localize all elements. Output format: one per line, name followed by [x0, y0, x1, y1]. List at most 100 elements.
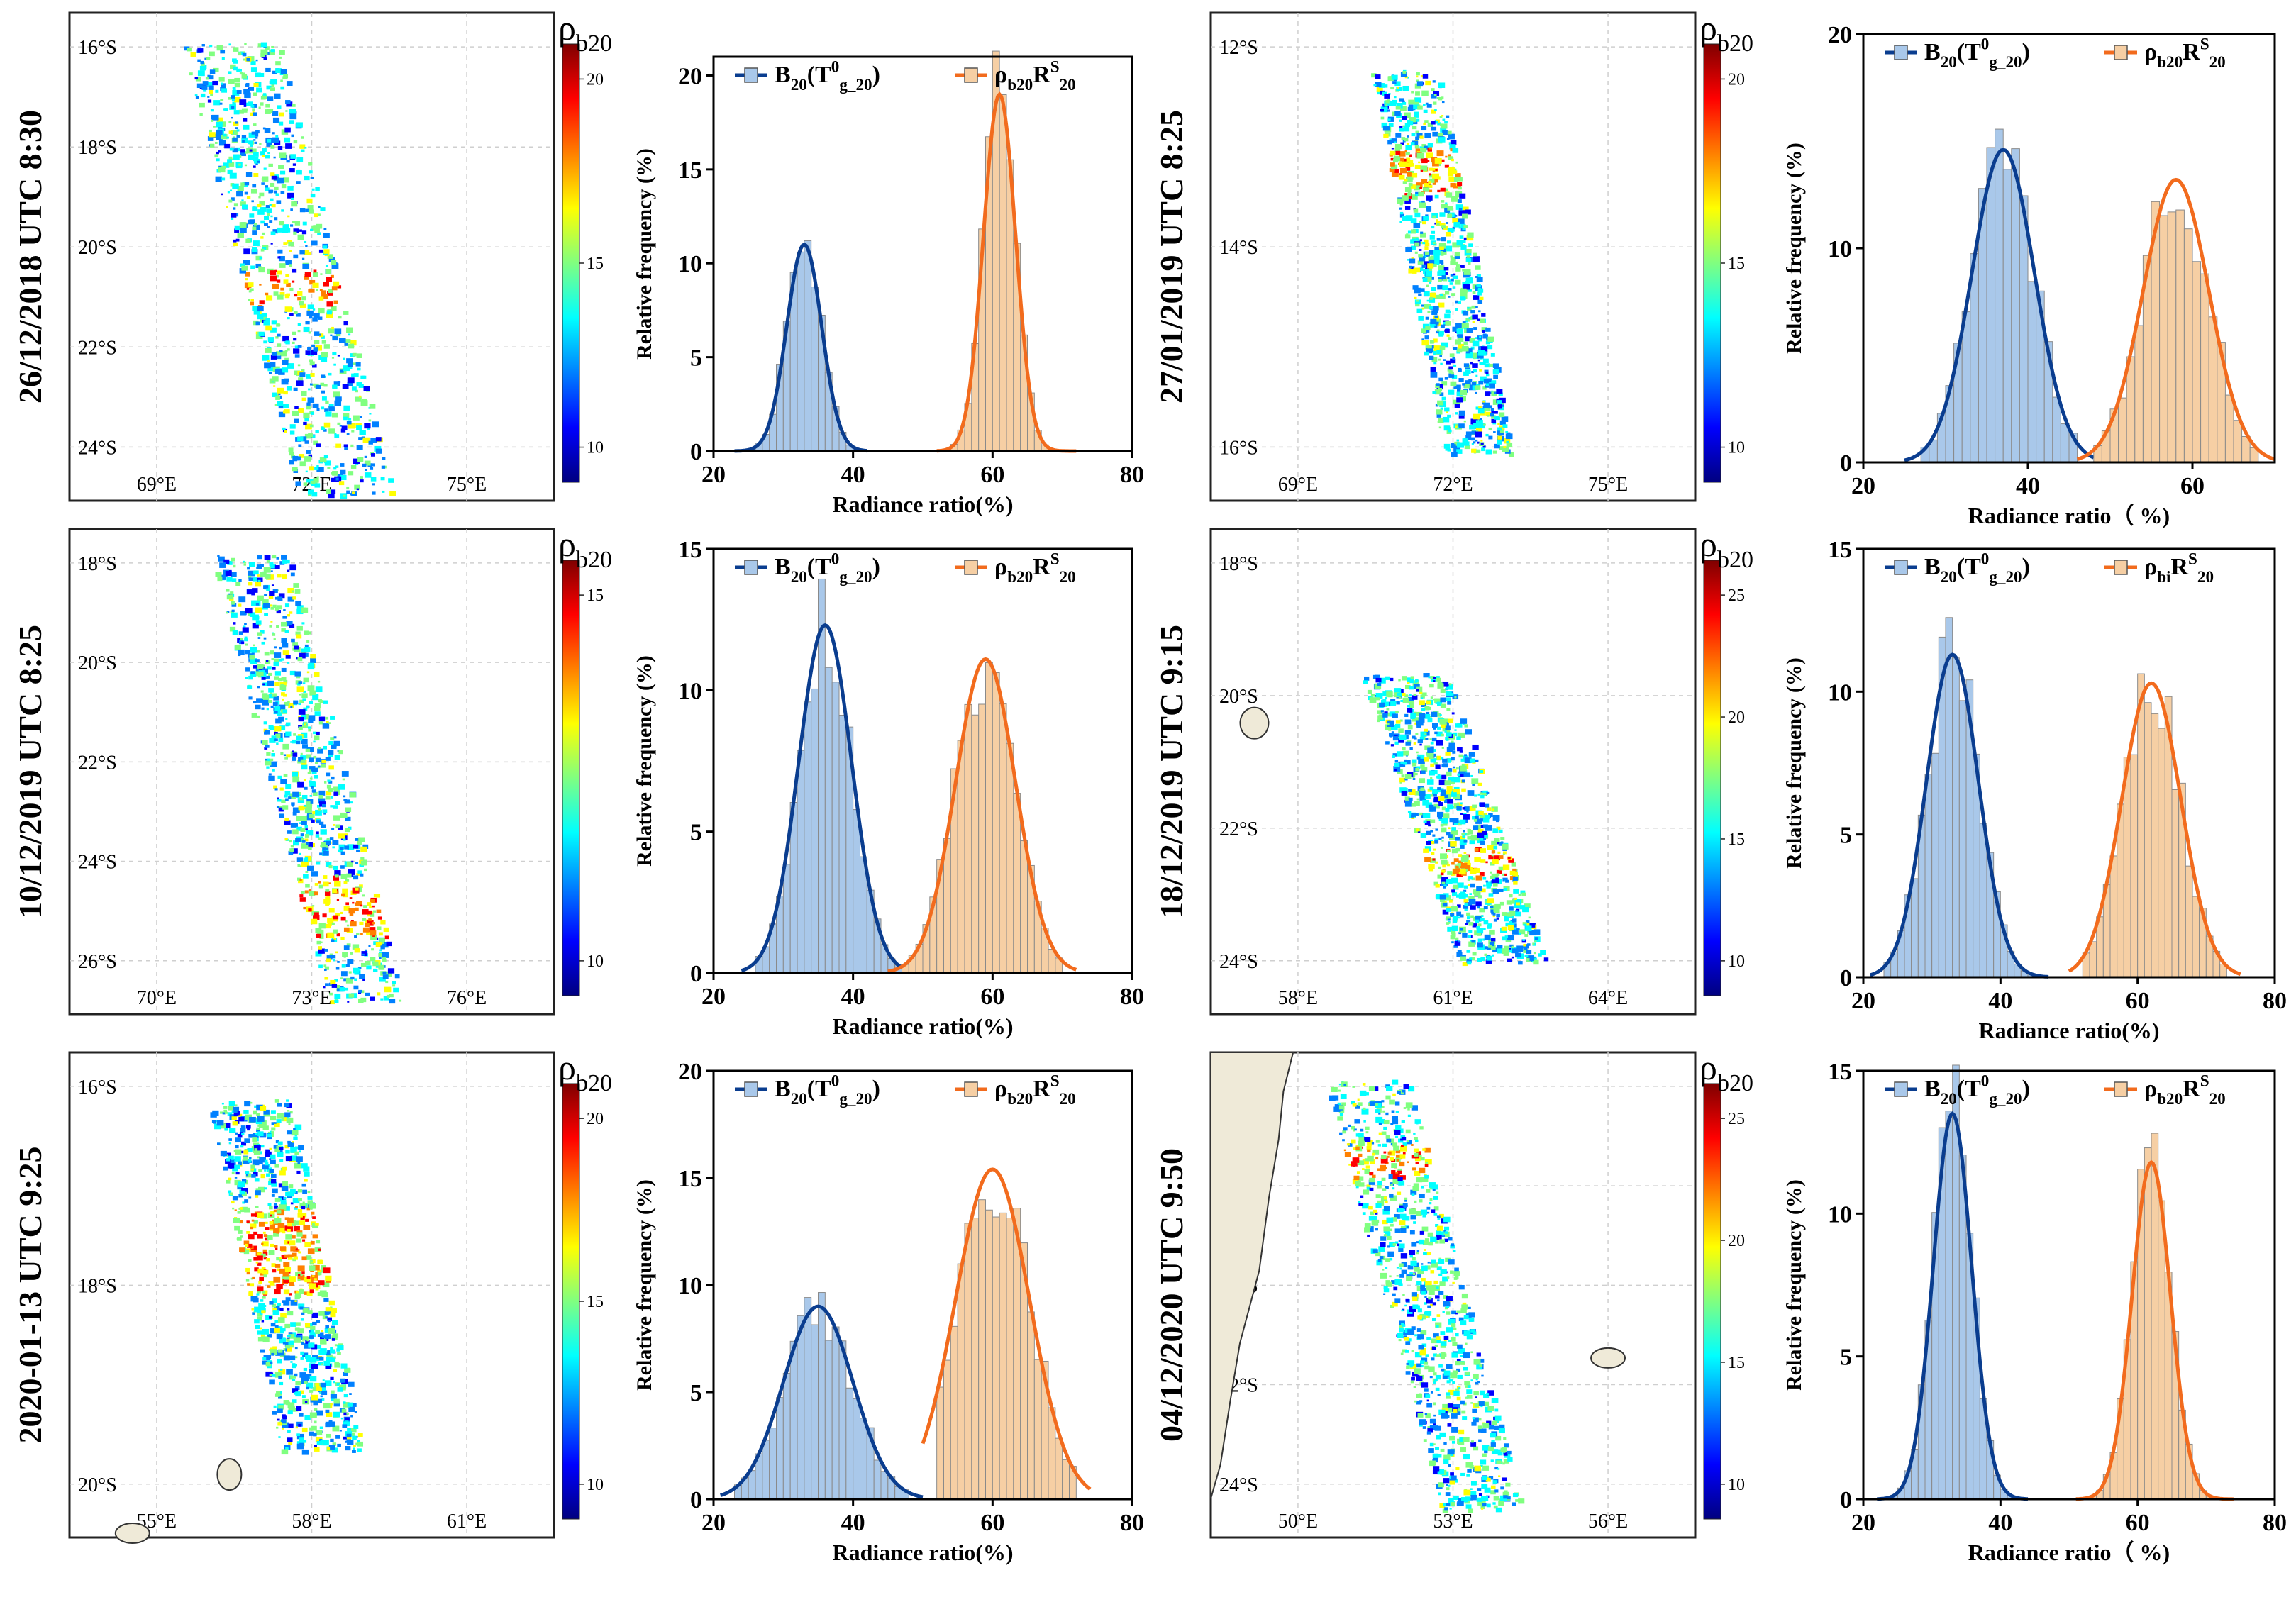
swath-pixel — [306, 830, 314, 836]
swath-pixel — [324, 969, 327, 972]
swath-pixel — [294, 1347, 298, 1350]
swath-pixel — [1460, 223, 1466, 228]
swath-pixel — [1490, 905, 1497, 910]
swath-pixel — [1455, 937, 1459, 940]
swath-pixel — [301, 1256, 307, 1261]
swath-pixel — [357, 870, 362, 874]
swath-pixel — [278, 1183, 284, 1188]
swath-pixel — [1394, 174, 1397, 177]
swath-pixel — [299, 879, 302, 881]
swath-pixel — [1442, 758, 1448, 763]
swath-pixel — [231, 217, 234, 220]
swath-pixel — [323, 429, 327, 432]
swath-pixel — [301, 794, 308, 799]
swath-pixel — [238, 631, 243, 635]
swath-pixel — [260, 316, 267, 323]
swath-pixel — [1487, 344, 1493, 350]
swath-pixel — [256, 650, 260, 653]
swath-pixel — [253, 309, 260, 315]
swath-pixel — [298, 681, 303, 684]
swath-pixel — [332, 335, 338, 341]
swath-pixel — [268, 672, 272, 677]
swath-pixel — [372, 421, 379, 428]
swath-pixel — [348, 1381, 355, 1387]
swath-pixel — [277, 712, 282, 716]
swath-pixel — [286, 282, 291, 287]
swath-pixel — [1485, 382, 1492, 386]
swath-pixel — [360, 990, 365, 994]
swath-pixel — [1481, 329, 1485, 333]
swath-pixel — [1423, 109, 1428, 113]
swath-pixel — [272, 117, 280, 123]
swath-pixel — [1429, 297, 1436, 303]
swath-pixel — [1432, 173, 1440, 179]
swath-pixel — [1432, 80, 1436, 83]
swath-pixel — [1504, 438, 1511, 444]
swath-pixel — [316, 731, 320, 735]
swath-pixel — [246, 57, 251, 62]
swath-pixel — [323, 455, 328, 459]
swath-pixel — [1408, 701, 1414, 706]
swath-pixel — [1416, 299, 1419, 302]
swath-pixel — [277, 775, 282, 779]
swath-pixel — [1451, 177, 1458, 182]
swath-pixel — [295, 1391, 302, 1397]
swath-pixel — [1448, 429, 1452, 433]
swath-pixel — [1420, 165, 1428, 172]
swath-pixel — [1501, 873, 1505, 877]
swath-pixel — [1460, 891, 1465, 896]
swath-pixel — [300, 436, 307, 442]
swath-pixel — [1402, 140, 1406, 143]
swath-pixel — [326, 784, 331, 789]
legend-swatch — [744, 560, 758, 575]
swath-pixel — [1491, 411, 1495, 413]
swath-pixel — [288, 850, 294, 855]
swath-pixel — [276, 1119, 282, 1123]
swath-pixel — [280, 287, 284, 291]
swath-pixel — [309, 1357, 317, 1363]
swath-pixel — [310, 1325, 316, 1330]
swath-pixel — [1426, 830, 1431, 835]
swath-pixel — [326, 277, 332, 282]
swath-pixel — [347, 1428, 352, 1431]
legend-swatch — [2114, 560, 2128, 575]
swath-pixel — [275, 1140, 279, 1144]
swath-pixel — [1453, 170, 1458, 174]
swath-pixel — [1440, 260, 1443, 263]
swath-pixel — [1448, 366, 1453, 370]
swath-pixel — [314, 775, 318, 779]
swath-pixel — [335, 1435, 340, 1439]
swath-pixel — [274, 676, 279, 680]
swath-pixel — [1492, 859, 1499, 864]
swath-pixel — [1479, 418, 1482, 421]
swath-pixel — [1438, 866, 1441, 869]
swath-pixel — [289, 611, 293, 614]
swath-pixel — [262, 740, 268, 745]
swath-pixel — [1413, 101, 1419, 107]
swath-pixel — [277, 355, 282, 360]
swath-pixel — [262, 1360, 268, 1365]
swath-pixel — [1399, 221, 1402, 223]
swath-pixel — [307, 397, 315, 404]
swath-pixel — [318, 765, 321, 768]
swath-pixel — [301, 1213, 307, 1218]
swath-pixel — [1444, 780, 1451, 786]
swath-pixel — [284, 701, 289, 706]
swath-pixel — [304, 721, 308, 725]
swath-pixel — [321, 352, 328, 358]
swath-pixel — [1377, 719, 1380, 723]
swath-pixel — [284, 820, 291, 825]
swath-pixel — [1433, 260, 1440, 265]
swath-pixel — [1430, 676, 1435, 680]
swath-pixel — [365, 469, 367, 471]
swath-pixel — [1433, 728, 1436, 730]
swath-pixel — [1441, 123, 1448, 129]
swath-pixel — [233, 47, 239, 52]
swath-pixel — [343, 906, 350, 911]
swath-pixel — [1442, 909, 1449, 915]
swath-pixel — [1463, 237, 1467, 240]
swath-pixel — [1392, 753, 1397, 757]
swath-pixel — [1451, 827, 1457, 831]
swath-pixel — [1402, 747, 1406, 750]
swath-pixel — [1435, 861, 1438, 864]
